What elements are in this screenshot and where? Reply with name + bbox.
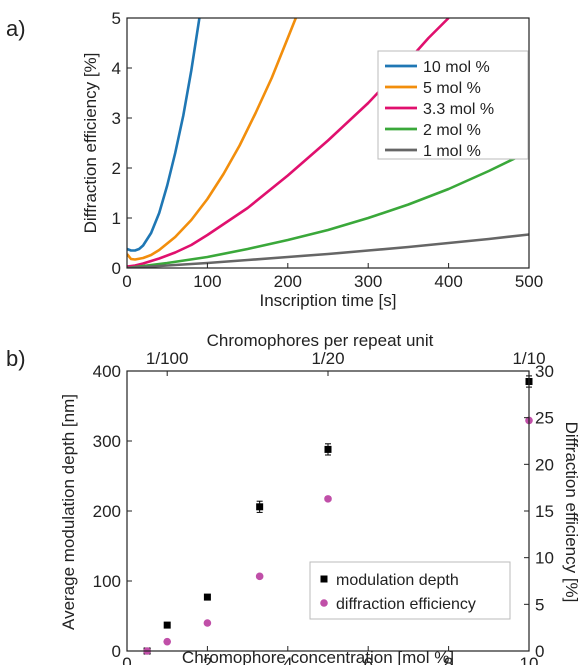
panel-b: b) Chromophores per repeat unit 0 2 4 6 8 100…: [6, 331, 581, 665]
top-tick-label: 1/100: [146, 349, 189, 368]
y-tick-label: 4: [112, 59, 121, 78]
legend-marker-1: [320, 575, 328, 583]
y-tick-label: 0: [112, 259, 121, 278]
y-tick-label: 2: [112, 159, 121, 178]
diffraction-efficiency-point: [324, 495, 332, 503]
x-tick-label: 4: [283, 654, 292, 665]
panel-b-label: b): [6, 346, 26, 371]
panel-a-label: a): [6, 16, 26, 41]
panel-b-y2-axis-title: Diffraction efficiency [%]: [562, 422, 581, 603]
series-line-1: [127, 18, 201, 252]
x-tick-label: 400: [434, 272, 462, 291]
y2-tick-label: 10: [535, 549, 554, 568]
y2-tick-label: 15: [535, 502, 554, 521]
y-tick-label: 400: [93, 362, 121, 381]
panel-b-y-axis-title: Average modulation depth [nm]: [59, 394, 78, 630]
legend-marker-2: [320, 599, 328, 607]
y-tick-label: 100: [93, 572, 121, 591]
y-tick-label: 300: [93, 432, 121, 451]
series-line-2: [127, 18, 298, 261]
diffraction-efficiency-point: [163, 637, 171, 646]
panel-a-legend: 10 mol % 5 mol % 3.3 mol % 2 mol % 1 mol %: [377, 50, 529, 160]
panel-a-y-axis-title: Diffraction efficiency [%]: [81, 53, 100, 234]
diffraction-efficiency-point: [255, 572, 264, 581]
x-tick-label: 2: [203, 654, 212, 665]
modulation-depth-point: [256, 503, 264, 511]
panel-b-legend: modulation depth diffraction efficiency: [309, 561, 511, 620]
panel-a-x-axis-title: Inscription time [s]: [260, 291, 397, 310]
panel-a-axes: 0 100 200 300 400 500 0 1 2 3 4 5: [112, 9, 544, 291]
legend-label-1: modulation depth: [336, 572, 459, 589]
x-tick-label: 10: [520, 654, 539, 665]
legend-label-5: 1 mol %: [423, 143, 481, 160]
panel-b-legend-box: [309, 561, 511, 620]
y-tick-label: 0: [112, 642, 121, 661]
panel-b-top-axis-title: Chromophores per repeat unit: [207, 331, 434, 350]
panel-a-legend-box: [377, 50, 529, 160]
panel-b-x-axis-title: Chromophore concentration [mol %]: [182, 648, 454, 665]
legend-label-1: 10 mol %: [423, 59, 490, 76]
x-tick-label: 0: [122, 654, 131, 665]
legend-label-2: 5 mol %: [423, 80, 481, 97]
y-tick-label: 1: [112, 209, 121, 228]
x-tick-label: 300: [354, 272, 382, 291]
modulation-depth-point: [324, 445, 332, 453]
y-tick-label: 200: [93, 502, 121, 521]
legend-label-4: 2 mol %: [423, 122, 481, 139]
panel-a-frame: [126, 17, 530, 269]
panel-b-series: [143, 375, 533, 655]
y2-tick-label: 5: [535, 595, 544, 614]
legend-label-3: 3.3 mol %: [423, 101, 494, 118]
x-tick-label: 0: [122, 272, 131, 291]
y-tick-label: 5: [112, 9, 121, 28]
y-tick-label: 3: [112, 109, 121, 128]
panel-a: a) 0 100 200 300 400 500 0 1 2 3 4 5 Inscription ti…: [6, 9, 543, 310]
modulation-depth-point: [203, 593, 211, 601]
panel-a-series: [127, 18, 529, 268]
top-tick-label: 1/20: [311, 349, 344, 368]
top-tick-label: 1/10: [512, 349, 545, 368]
y2-tick-label: 30: [535, 362, 554, 381]
x-tick-label: 500: [515, 272, 543, 291]
series-line-4: [127, 150, 529, 268]
y2-tick-label: 0: [535, 642, 544, 661]
y2-tick-label: 25: [535, 409, 554, 428]
x-tick-label: 200: [274, 272, 302, 291]
diffraction-efficiency-point: [203, 619, 212, 627]
x-tick-label: 8: [444, 654, 453, 665]
modulation-depth-point: [163, 621, 171, 629]
legend-label-2: diffraction efficiency: [336, 596, 476, 613]
series-line-5: [127, 233, 529, 268]
x-tick-label: 6: [363, 654, 372, 665]
y2-tick-label: 20: [535, 455, 554, 474]
x-tick-label: 100: [193, 272, 221, 291]
